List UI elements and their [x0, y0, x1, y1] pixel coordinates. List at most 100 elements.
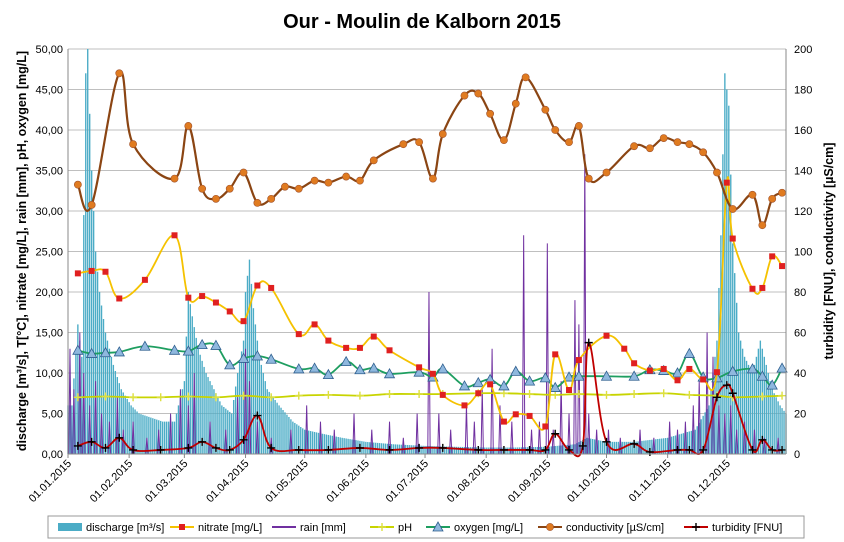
discharge-bar — [781, 408, 783, 454]
y-left-tick-label: 30,00 — [35, 206, 63, 218]
discharge-bar — [234, 386, 237, 454]
oxygen-point — [523, 375, 536, 386]
nitrate-point — [429, 370, 436, 377]
discharge-bar — [755, 356, 758, 454]
oxygen-point — [210, 339, 222, 350]
legend-label: conductivity [µS/cm] — [566, 522, 664, 534]
series-conductivity — [73, 69, 786, 230]
discharge-bar — [769, 381, 771, 454]
discharge-bar — [321, 433, 324, 454]
discharge-bar — [698, 422, 700, 454]
pH-point — [659, 389, 668, 398]
discharge-bar — [424, 445, 426, 454]
legend-label: turbidity [FNU] — [712, 522, 782, 534]
legend-marker — [432, 521, 444, 532]
discharge-bar — [743, 356, 746, 454]
legend-marker — [546, 523, 554, 531]
nitrate-point — [621, 345, 628, 352]
legend-item: rain [mm] — [272, 522, 346, 534]
discharge-bar — [422, 445, 424, 454]
discharge-bar — [590, 438, 592, 454]
discharge-bar — [138, 413, 140, 454]
legend-item: discharge [m³/s] — [58, 522, 164, 534]
discharge-bar — [720, 235, 722, 454]
nitrate-point — [74, 270, 81, 277]
discharge-bar — [112, 364, 115, 454]
legend: discharge [m³/s] nitrate [mg/L] rain [mm] p… — [47, 515, 805, 539]
discharge-bar — [353, 439, 355, 454]
legend-marker — [378, 523, 386, 531]
pH-point — [294, 391, 303, 400]
discharge-bar — [298, 425, 300, 454]
conductivity-point — [429, 174, 437, 183]
discharge-bar — [380, 443, 383, 454]
series-nitrate — [74, 176, 786, 431]
oxygen-point — [683, 347, 696, 358]
discharge-bar — [219, 401, 221, 454]
discharge-bar — [631, 441, 633, 454]
conductivity-point — [768, 194, 777, 203]
discharge-bar — [69, 405, 71, 454]
conductivity-point — [673, 138, 682, 147]
turbidity-point — [225, 445, 234, 454]
x-tick-label: 01.08.2015 — [445, 458, 492, 505]
discharge-bar — [120, 389, 122, 454]
discharge-bar — [605, 441, 608, 454]
nitrate-point — [461, 402, 468, 409]
discharge-bar — [128, 402, 130, 454]
conductivity-point — [253, 198, 262, 207]
turbidity-point — [541, 445, 550, 454]
discharge-bar — [333, 436, 335, 454]
discharge-bar — [552, 446, 554, 454]
x-tick-label: 01.09.2015 — [506, 458, 553, 505]
oxygen-point — [563, 371, 575, 382]
oxygen-point — [340, 355, 352, 367]
discharge-bar — [599, 440, 602, 454]
discharge-bar — [680, 433, 683, 454]
discharge-bar — [335, 436, 337, 454]
pH-point — [685, 390, 694, 399]
discharge-bar — [233, 400, 235, 454]
discharge-bar — [773, 393, 775, 454]
discharge-bar — [647, 440, 649, 454]
pH-point — [630, 390, 639, 399]
discharge-bar — [276, 402, 278, 454]
discharge-bar — [217, 397, 219, 454]
discharge-bar — [246, 275, 249, 454]
discharge-bar — [633, 441, 635, 454]
discharge-bar — [77, 324, 79, 454]
conductivity-point — [551, 126, 560, 134]
discharge-bar — [292, 421, 294, 454]
conductivity-point — [565, 138, 573, 147]
discharge-bar — [134, 409, 136, 454]
discharge-bar — [110, 356, 113, 454]
discharge-bar — [211, 385, 213, 454]
turbidity-point — [584, 338, 593, 347]
discharge-bar — [556, 445, 558, 454]
conductivity-point — [212, 194, 220, 203]
discharge-bar — [329, 435, 332, 454]
axes — [67, 49, 787, 455]
turbidity-point — [673, 445, 682, 454]
conductivity-point — [198, 184, 207, 193]
nitrate-point — [769, 253, 776, 260]
chart-title: Our - Moulin de Kalborn 2015 — [283, 11, 561, 33]
pH-point — [385, 390, 394, 399]
turbidity-point — [415, 443, 424, 452]
discharge-bar — [578, 442, 580, 454]
discharge-bar — [304, 429, 306, 454]
discharge-bar — [664, 438, 667, 454]
y-left-tick-label: 25,00 — [35, 247, 63, 259]
turbidity-point — [87, 437, 96, 446]
conductivity-point — [324, 178, 333, 187]
turbidity-point — [699, 445, 708, 454]
oxygen-point — [354, 363, 366, 375]
discharge-bar — [469, 447, 472, 454]
discharge-bar — [252, 308, 255, 454]
discharge-bar — [317, 432, 320, 454]
discharge-bar — [144, 415, 146, 454]
series-rain — [68, 154, 786, 455]
discharge-bar — [266, 389, 268, 454]
oxygen-point — [182, 345, 195, 356]
nitrate-point — [713, 369, 720, 376]
